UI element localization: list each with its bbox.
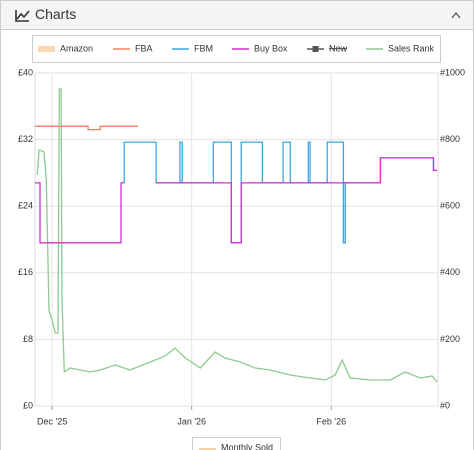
y-tick-label: £24	[18, 201, 33, 211]
y-tick-label: £16	[18, 267, 33, 277]
legend-label[interactable]: FBM	[194, 43, 213, 53]
legend-label[interactable]: Monthly Sold	[221, 442, 273, 450]
x-tick-label: Jan '26	[177, 416, 206, 426]
series-line	[36, 88, 438, 383]
legend-label[interactable]: Sales Rank	[388, 43, 435, 53]
panel-header[interactable]	[0, 0, 474, 30]
x-tick-label: Dec '25	[37, 416, 67, 426]
legend-label[interactable]: Buy Box	[254, 43, 288, 53]
y-tick-label: £40	[18, 67, 33, 77]
plot-area	[34, 72, 439, 407]
legend-label[interactable]: FBA	[135, 43, 153, 53]
y2-tick-label: #1000	[440, 67, 465, 77]
y-tick-label: £8	[23, 334, 33, 344]
series-line	[35, 125, 139, 131]
series-line	[123, 141, 438, 244]
legend-label[interactable]: Amazon	[60, 43, 93, 53]
legend-swatch[interactable]	[38, 46, 55, 52]
legend-label[interactable]: New	[329, 43, 348, 53]
collapse-icon[interactable]	[451, 11, 461, 19]
y2-tick-label: #800	[440, 134, 460, 144]
y-tick-label: £32	[18, 134, 33, 144]
y2-tick-label: #400	[440, 267, 460, 277]
series-line	[35, 157, 438, 244]
panel-title: Charts	[35, 6, 76, 22]
y2-tick-label: #0	[440, 400, 450, 410]
y2-tick-label: #200	[440, 334, 460, 344]
y-tick-label: £0	[23, 400, 33, 410]
y2-tick-label: #600	[440, 201, 460, 211]
legend-marker[interactable]	[312, 46, 319, 52]
x-tick-label: Feb '26	[316, 416, 346, 426]
chart-icon	[15, 10, 30, 22]
